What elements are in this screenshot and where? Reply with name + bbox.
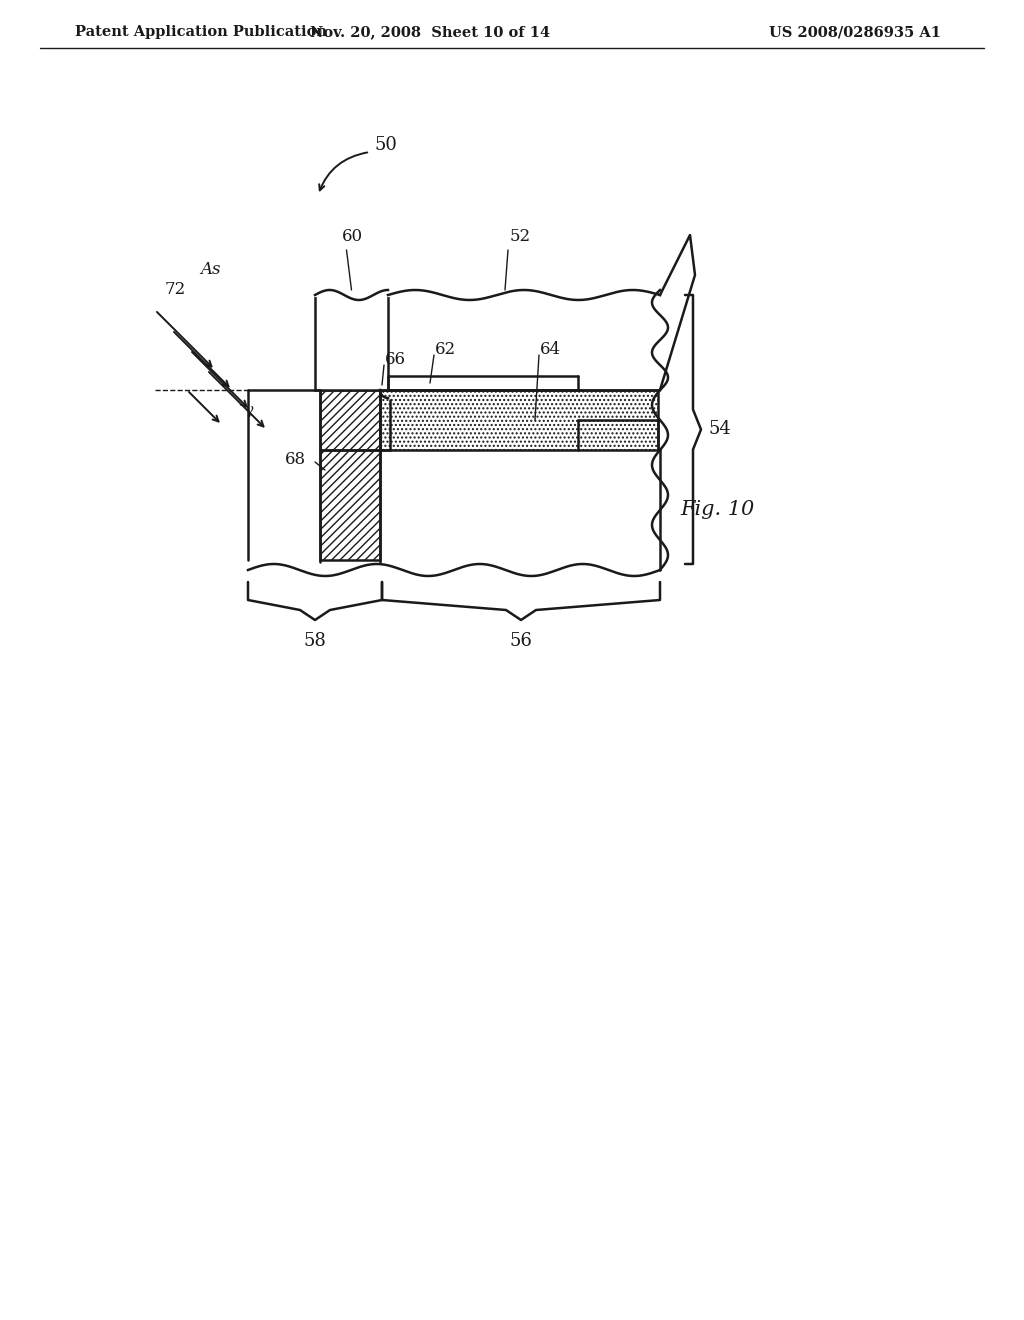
Text: As: As <box>200 261 220 279</box>
Text: 72: 72 <box>165 281 186 298</box>
Text: 54: 54 <box>709 421 732 438</box>
Text: 58: 58 <box>303 632 327 649</box>
Text: US 2008/0286935 A1: US 2008/0286935 A1 <box>769 25 941 40</box>
Text: Nov. 20, 2008  Sheet 10 of 14: Nov. 20, 2008 Sheet 10 of 14 <box>310 25 550 40</box>
Text: 62: 62 <box>435 342 456 359</box>
Text: 52: 52 <box>510 228 531 246</box>
Text: Patent Application Publication: Patent Application Publication <box>75 25 327 40</box>
Text: 66: 66 <box>385 351 406 368</box>
Text: 50: 50 <box>375 136 398 154</box>
Text: γ: γ <box>244 403 253 417</box>
Text: 60: 60 <box>341 228 362 246</box>
Bar <box>315 294 388 389</box>
Bar <box>319 389 380 560</box>
Text: 68: 68 <box>285 451 306 469</box>
Text: Fig. 10: Fig. 10 <box>680 500 755 519</box>
Text: 56: 56 <box>510 632 532 649</box>
Text: 64: 64 <box>540 342 561 359</box>
Bar <box>380 389 658 450</box>
